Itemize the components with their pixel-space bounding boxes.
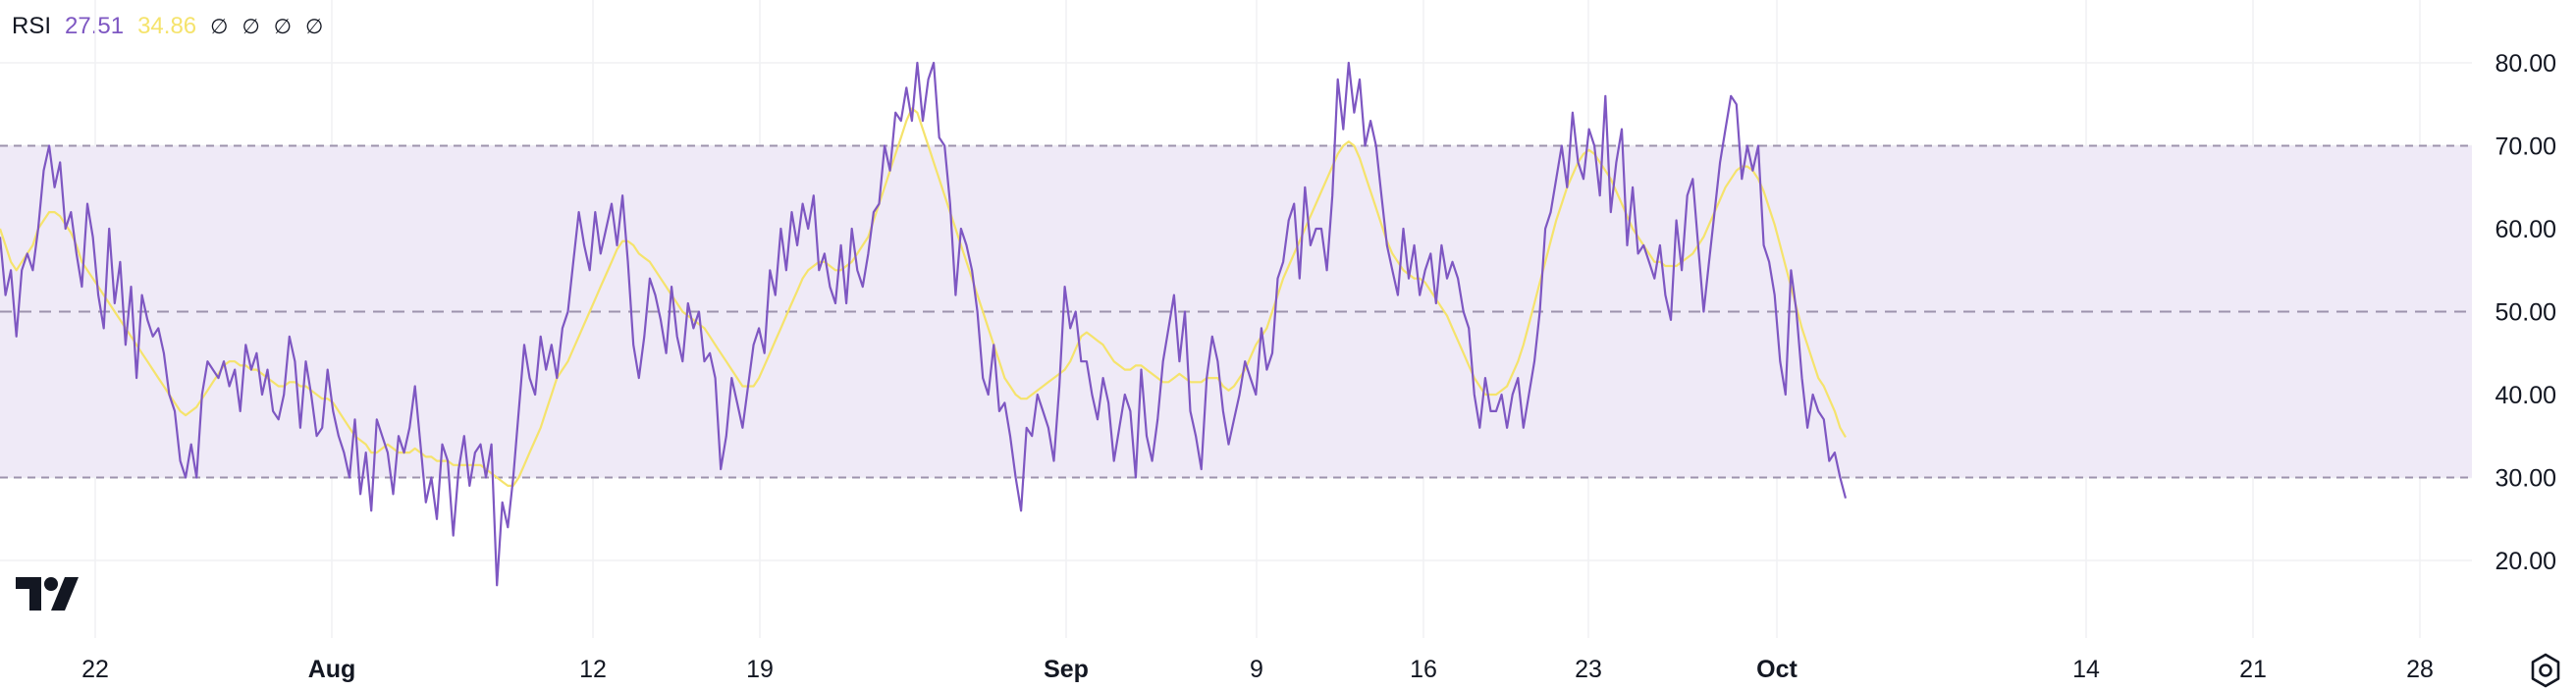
indicator-title[interactable]: RSI [12,13,52,39]
indicator-legend[interactable]: RSI 27.51 34.86 ∅ ∅ ∅ ∅ [12,10,323,43]
empty-value-2: ∅ [242,15,260,38]
x-axis-label: 12 [579,656,607,683]
empty-value-3: ∅ [273,15,293,38]
x-axis-label: 21 [2239,656,2267,683]
price-scale[interactable]: 80.00 70.00 60.00 50.00 40.00 30.00 20.00 [2495,50,2556,575]
rsi-ma-value: 34.86 [137,13,197,39]
empty-value-1: ∅ [210,15,229,38]
time-scale[interactable]: 22 Aug 12 19 Sep 9 16 23 Oct 14 21 28 [81,656,2434,683]
x-axis-label: 28 [2406,656,2434,683]
gear-icon[interactable] [2527,652,2564,689]
x-axis-label: 9 [1250,656,1263,683]
x-axis-label: 16 [1410,656,1437,683]
x-axis-label: 22 [81,656,109,683]
y-axis-label: 70.00 [2495,133,2556,161]
y-axis-label: 60.00 [2495,216,2556,243]
tradingview-logo-icon[interactable] [16,577,79,611]
y-axis-label: 50.00 [2495,299,2556,327]
rsi-line [0,61,1848,587]
rsi-ma-line [0,107,1847,487]
empty-value-4: ∅ [305,15,324,38]
rsi-value: 27.51 [65,13,125,39]
x-axis-label: 14 [2072,656,2100,683]
y-axis-label: 30.00 [2495,465,2556,493]
y-axis-label: 80.00 [2495,50,2556,78]
x-axis-label: Sep [1044,656,1089,683]
x-axis-label: 19 [746,656,774,683]
x-axis-label: Aug [308,656,356,683]
band-background [0,145,2472,478]
overbought-oversold-band [0,144,2472,479]
chart-series [0,61,1848,587]
y-axis-label: 20.00 [2495,548,2556,575]
y-axis-label: 40.00 [2495,382,2556,409]
x-axis-label: Oct [1756,656,1798,683]
x-axis-label: 23 [1575,656,1602,683]
